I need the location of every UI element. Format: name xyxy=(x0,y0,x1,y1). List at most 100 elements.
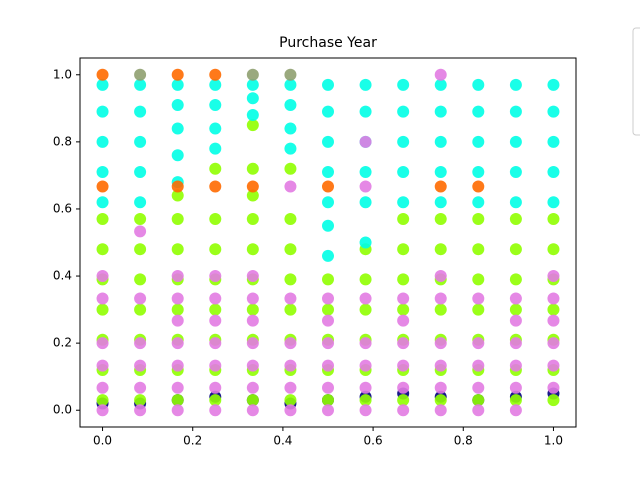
point xyxy=(284,404,297,417)
point xyxy=(509,166,522,179)
point xyxy=(397,78,410,91)
x-tick-label: 1.0 xyxy=(544,434,563,448)
point xyxy=(359,404,372,417)
point xyxy=(359,394,372,407)
point xyxy=(434,213,447,226)
point xyxy=(472,243,485,256)
point xyxy=(284,68,297,81)
point xyxy=(246,381,259,394)
y-tick-label: 0.6 xyxy=(53,201,72,215)
point xyxy=(509,404,522,417)
point xyxy=(209,270,222,283)
y-tick-label: 0.8 xyxy=(53,134,72,148)
point xyxy=(171,213,184,226)
point xyxy=(509,196,522,209)
point xyxy=(509,394,522,407)
point xyxy=(472,394,485,407)
point xyxy=(434,135,447,148)
point xyxy=(472,303,485,316)
point xyxy=(209,78,222,91)
x-tick-label: 0.2 xyxy=(183,434,202,448)
point xyxy=(509,243,522,256)
point xyxy=(96,180,109,193)
point xyxy=(322,249,334,262)
point xyxy=(209,162,222,175)
y-tick-label: 0.0 xyxy=(53,403,72,417)
point xyxy=(547,105,560,118)
point xyxy=(547,135,560,148)
point xyxy=(246,270,259,283)
point xyxy=(547,337,560,350)
point xyxy=(359,180,372,193)
point xyxy=(171,98,184,111)
point xyxy=(246,78,259,91)
point xyxy=(134,303,147,316)
point xyxy=(246,292,259,305)
point xyxy=(359,359,372,372)
point xyxy=(209,213,222,226)
point xyxy=(397,292,410,305)
point xyxy=(209,381,222,394)
point xyxy=(246,303,259,316)
point xyxy=(509,78,522,91)
point xyxy=(284,122,297,135)
point xyxy=(284,98,297,111)
point xyxy=(322,381,334,394)
point xyxy=(472,273,485,286)
point xyxy=(171,180,184,193)
point xyxy=(434,78,447,91)
point xyxy=(134,394,147,407)
point xyxy=(134,166,147,179)
point xyxy=(134,225,147,238)
point xyxy=(547,359,560,372)
point xyxy=(472,292,485,305)
point xyxy=(547,213,560,226)
point xyxy=(359,273,372,286)
point xyxy=(322,359,334,372)
point xyxy=(96,213,109,226)
point xyxy=(209,98,222,111)
point xyxy=(171,404,184,417)
point xyxy=(96,105,109,118)
point xyxy=(171,270,184,283)
point xyxy=(134,273,147,286)
point xyxy=(322,394,334,407)
point xyxy=(171,68,184,81)
point xyxy=(134,78,147,91)
point xyxy=(96,404,109,417)
point xyxy=(171,303,184,316)
point xyxy=(547,381,560,394)
x-tick-label: 0.8 xyxy=(454,434,473,448)
point xyxy=(284,292,297,305)
point xyxy=(472,196,485,209)
point xyxy=(209,292,222,305)
point xyxy=(472,180,485,193)
point xyxy=(209,314,222,327)
point xyxy=(322,180,334,193)
point xyxy=(134,292,147,305)
point xyxy=(472,78,485,91)
point xyxy=(284,243,297,256)
point xyxy=(246,394,259,407)
y-tick-label: 0.2 xyxy=(53,336,72,350)
point xyxy=(134,135,147,148)
point xyxy=(359,236,372,249)
point xyxy=(509,273,522,286)
point xyxy=(547,196,560,209)
point xyxy=(284,381,297,394)
point xyxy=(96,196,109,209)
point xyxy=(547,166,560,179)
point xyxy=(547,292,560,305)
point xyxy=(246,180,259,193)
point xyxy=(171,78,184,91)
point xyxy=(434,243,447,256)
point xyxy=(359,337,372,350)
point xyxy=(209,359,222,372)
point xyxy=(134,196,147,209)
point xyxy=(359,381,372,394)
point xyxy=(472,135,485,148)
chart-title: Purchase Year xyxy=(279,35,377,51)
y-tick-label: 1.0 xyxy=(53,67,72,81)
